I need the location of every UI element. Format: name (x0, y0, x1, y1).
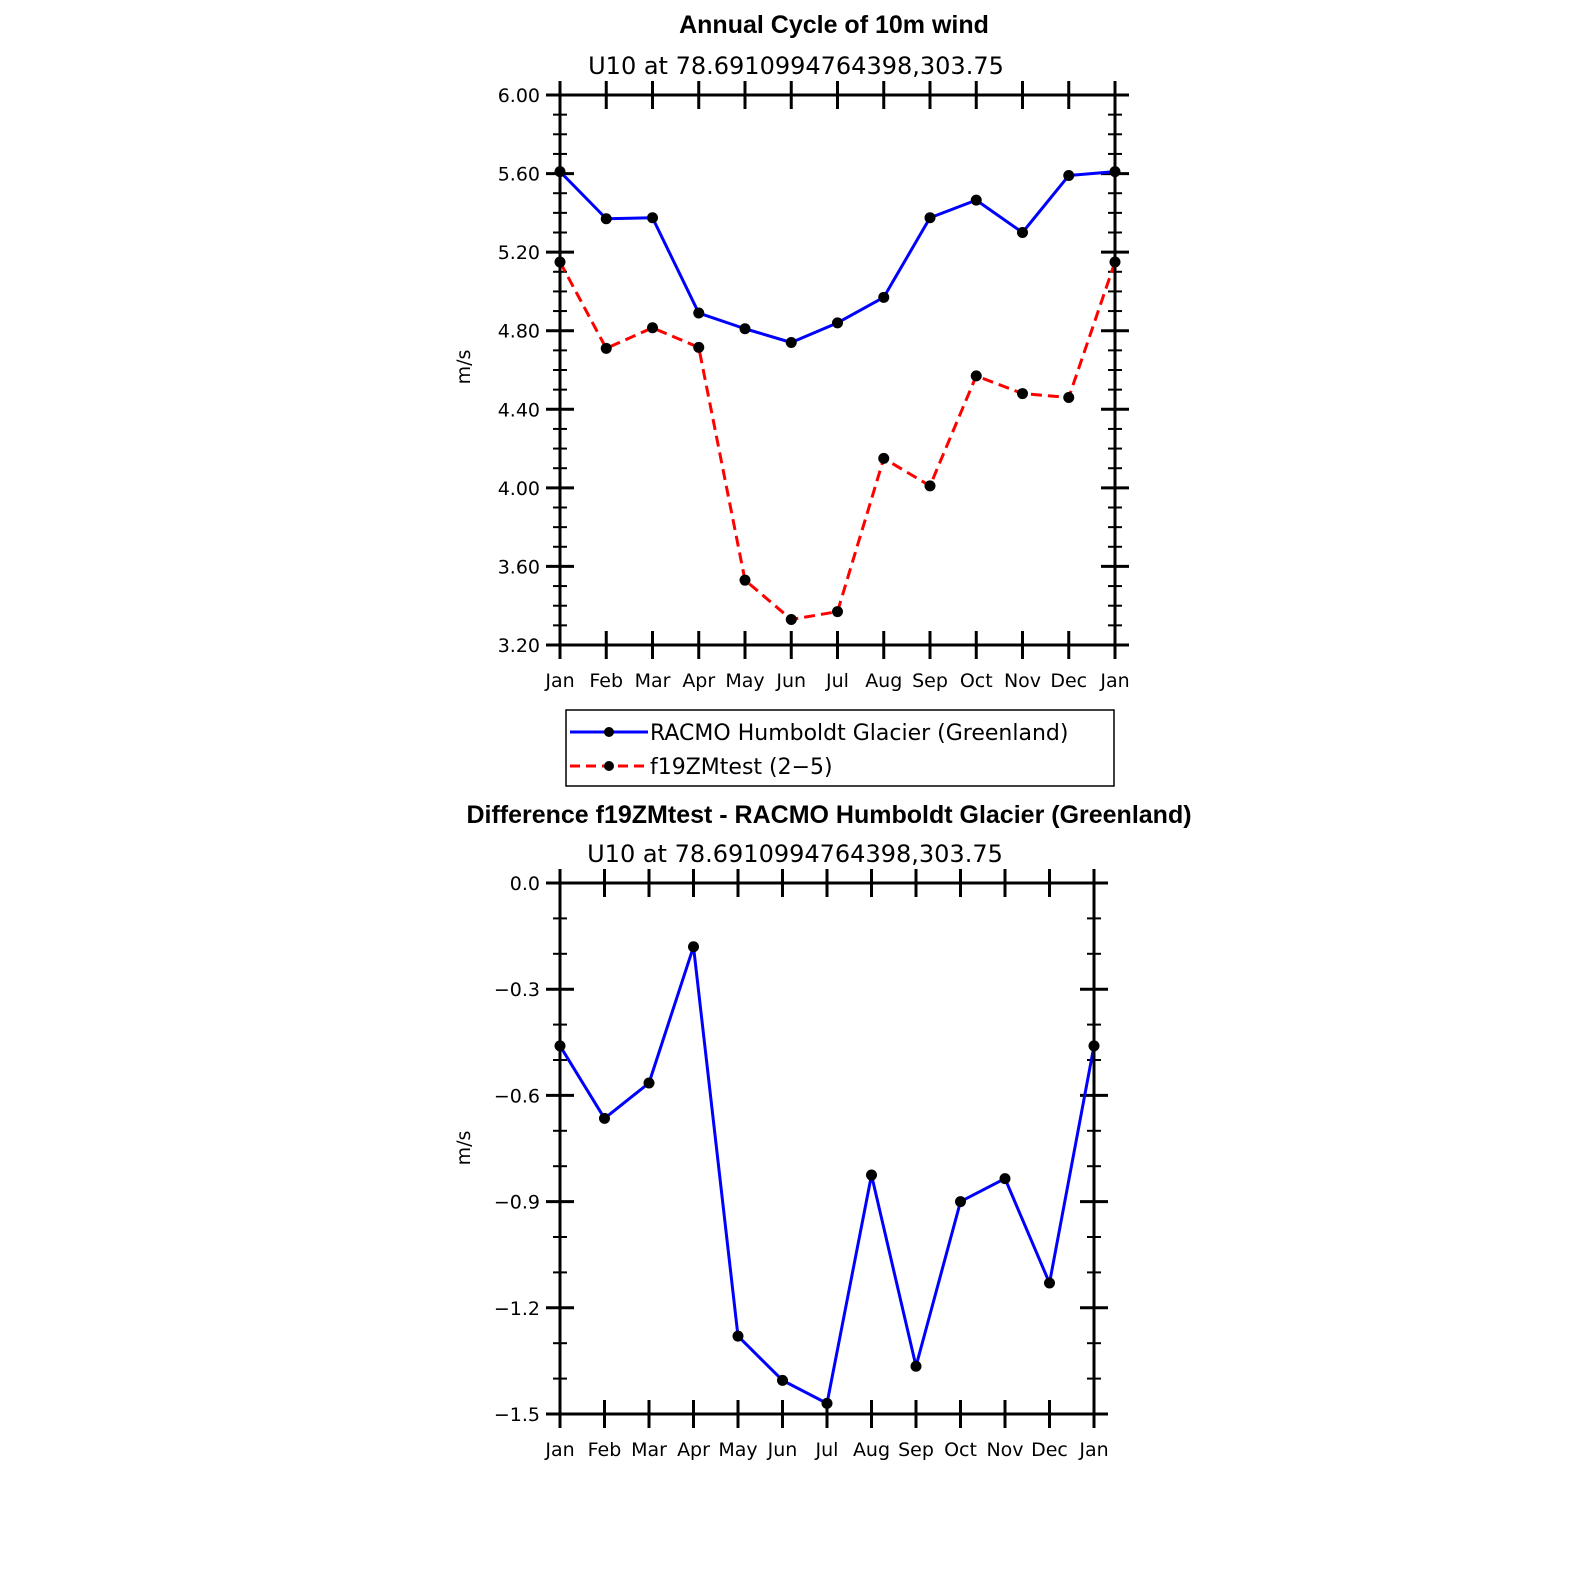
y-tick-label: −0.3 (494, 979, 540, 1001)
series-point-0 (785, 337, 797, 348)
x-tick-label: Sep (898, 1439, 934, 1461)
series-point-0 (739, 323, 751, 335)
chart-difference: Difference f19ZMtest - RACMO Humboldt Gl… (453, 801, 1192, 1461)
series-point-0 (693, 307, 705, 319)
y-tick-label: −0.6 (494, 1085, 540, 1107)
x-tick-label: Feb (588, 1439, 622, 1461)
series-point-0 (1044, 1277, 1055, 1289)
y-tick-label: 4.40 (498, 399, 540, 421)
series-point-0 (643, 1077, 655, 1089)
series-point-0 (732, 1330, 744, 1342)
x-tick-label: Jan (1099, 670, 1129, 692)
series-point-1 (600, 342, 612, 354)
legend-marker-racmo (604, 727, 614, 737)
series-point-0 (999, 1173, 1011, 1185)
series-point-1 (924, 480, 936, 492)
series-point-0 (777, 1374, 788, 1386)
y-tick-label: 0.0 (510, 873, 540, 895)
legend-label-racmo: RACMO Humboldt Glacier (Greenland) (650, 721, 1068, 746)
x-tick-label: Feb (589, 670, 623, 692)
x-tick-label: Apr (677, 1439, 710, 1461)
x-tick-label: Aug (865, 670, 902, 692)
x-tick-label: Jun (775, 670, 806, 692)
series-point-1 (647, 322, 658, 334)
chart-title: Difference f19ZMtest - RACMO Humboldt Gl… (466, 801, 1191, 829)
y-tick-label: −1.2 (494, 1298, 540, 1320)
chart-subtitle: U10 at 78.6910994764398,303.75 (587, 840, 1003, 868)
series-point-0 (1063, 170, 1075, 182)
x-tick-label: Dec (1050, 670, 1087, 692)
x-tick-label: Sep (912, 670, 948, 692)
series-line-0 (558, 170, 1116, 344)
y-axis-label: m/s (453, 350, 475, 385)
series-point-0 (647, 212, 658, 224)
series-point-0 (599, 1112, 610, 1124)
series-line-1 (558, 261, 1117, 621)
series-point-0 (970, 194, 982, 206)
series-point-0 (878, 291, 890, 303)
legend-box (565, 709, 1115, 787)
x-tick-label: Oct (944, 1439, 977, 1461)
series-point-1 (832, 606, 843, 618)
x-tick-label: Jul (815, 1439, 839, 1461)
y-tick-label: 5.20 (498, 242, 540, 264)
legend: RACMO Humboldt Glacier (Greenland) f19ZM… (565, 709, 1115, 787)
chart-subtitle: U10 at 78.6910994764398,303.75 (588, 52, 1004, 80)
series-point-0 (600, 213, 612, 225)
y-tick-label: −1.5 (494, 1404, 540, 1426)
x-tick-label: Nov (986, 1439, 1023, 1461)
y-tick-label: 4.80 (498, 321, 540, 343)
series-point-0 (955, 1196, 966, 1208)
x-tick-label: Mar (635, 670, 671, 692)
legend-label-f19zmtest: f19ZMtest (2−5) (650, 755, 833, 780)
y-tick-label: −0.9 (494, 1192, 540, 1214)
x-tick-label: Jul (825, 670, 849, 692)
series-point-1 (878, 452, 890, 464)
plot-frame (558, 93, 1117, 647)
series-point-1 (785, 613, 797, 625)
x-tick-label: Jan (1078, 1439, 1108, 1461)
series-point-0 (924, 212, 936, 224)
x-tick-label: May (718, 1439, 757, 1461)
chart-title: Annual Cycle of 10m wind (679, 11, 989, 39)
series-point-1 (693, 341, 705, 353)
y-tick-label: 3.60 (498, 556, 540, 578)
x-tick-label: May (725, 670, 764, 692)
plot-frame (558, 881, 1096, 1416)
chart-annual-cycle: Annual Cycle of 10m wind U10 at 78.69109… (453, 11, 1130, 787)
x-tick-label: Jun (767, 1439, 798, 1461)
series-point-0 (866, 1169, 877, 1181)
x-tick-label: Nov (1004, 670, 1041, 692)
series-point-1 (1017, 388, 1028, 400)
x-tick-label: Jan (544, 1439, 574, 1461)
series-point-0 (910, 1360, 922, 1372)
x-tick-label: Mar (631, 1439, 667, 1461)
x-tick-label: Oct (960, 670, 993, 692)
legend-marker-f19zmtest (604, 761, 614, 771)
series-line-0 (558, 945, 1096, 1405)
series-point-0 (821, 1397, 833, 1409)
x-tick-label: Dec (1031, 1439, 1068, 1461)
series-point-1 (1063, 392, 1075, 403)
x-tick-label: Jan (544, 670, 574, 692)
y-tick-label: 3.20 (498, 635, 540, 657)
series-point-0 (1017, 227, 1028, 238)
series-point-1 (739, 574, 751, 586)
series-point-1 (970, 370, 982, 382)
y-axis-label: m/s (453, 1131, 475, 1166)
series-point-0 (688, 941, 699, 953)
y-tick-label: 4.00 (498, 478, 540, 500)
x-tick-label: Apr (682, 670, 715, 692)
x-tick-label: Aug (853, 1439, 890, 1461)
y-tick-label: 5.60 (498, 164, 540, 186)
series-point-0 (832, 317, 843, 329)
y-tick-label: 6.00 (498, 85, 540, 107)
